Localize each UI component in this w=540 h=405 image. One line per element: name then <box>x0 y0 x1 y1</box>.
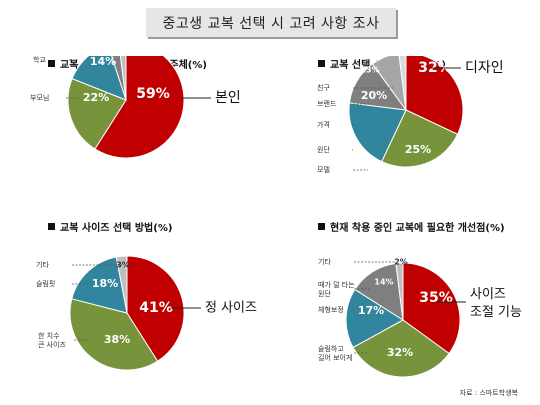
pie-slice-3-4 <box>395 262 404 321</box>
svg-text:모델: 모델 <box>317 166 330 174</box>
bullet-square-icon <box>48 223 55 230</box>
chart-panel-improvements: 현재 착용 중인 교복에 필요한 개선점(%) 35% 32% 17% 14% 2% 사이… <box>270 219 540 399</box>
pie-value-label-0-2: 14% <box>90 56 116 68</box>
pie-slice-1-1 <box>381 109 459 168</box>
pie-value-label-2-0: 41% <box>139 300 173 316</box>
pie-value-label-0-1: 22% <box>83 91 109 104</box>
svg-text:한 치수큰 사이즈: 한 치수 큰 사이즈 <box>38 331 67 349</box>
pie-value-label-3-0: 35% <box>419 290 453 306</box>
pie-slice-1-4 <box>371 56 407 111</box>
pie-value-label-2-2: 18% <box>92 277 118 290</box>
pie-value-label-2-3: 3% <box>116 261 130 270</box>
bullet-square-icon <box>48 60 55 67</box>
pie-category-label-3-1: 슬림하고 길어 보이게 <box>318 344 368 362</box>
pie-slice-2-2 <box>71 256 128 314</box>
pie-value-label-3-2: 17% <box>358 304 384 317</box>
pie-category-label-2-0: 정 사이즈 <box>205 301 257 316</box>
pie-category-label-1-5: 친구 <box>317 83 395 92</box>
pie-category-label-2-1: 한 치수 큰 사이즈 <box>38 331 87 349</box>
pie-category-label-3-4: 기타 <box>318 257 398 266</box>
pie-value-label-2-1: 38% <box>104 333 130 346</box>
pie-category-label-3-2: 체형보정 <box>318 305 354 314</box>
svg-text:기타: 기타 <box>318 257 331 266</box>
svg-text:친구: 친구 <box>317 83 330 92</box>
pie-slice-1-5 <box>398 56 407 111</box>
pie-slice-1-2 <box>348 102 407 163</box>
svg-text:기타: 기타 <box>36 260 49 269</box>
bullet-square-icon <box>318 60 325 67</box>
chart-title-text: 교복 사이즈 선택 방법(%) <box>60 223 173 234</box>
pie-value-label-3-4: 2% <box>394 258 408 267</box>
pie-category-label-1-4: 브랜드 <box>317 99 371 108</box>
chart-panel-brand-decision: 교복 구입 시 브랜드 선택 주체(%) 59%22%14%3%2%본인부모님학… <box>0 56 270 236</box>
pie-slice-2-3 <box>115 255 128 314</box>
pie-chart-brand-decision: 59%22%14%3%2%본인부모님학교친구기타 <box>30 56 241 159</box>
pie-category-label-1-2: 원단 <box>317 145 353 154</box>
page-title: 중고생 교복 선택 시 고려 사항 조사 <box>146 8 396 37</box>
pie-category-label-3-3: 때가 덜 타는 원단 <box>318 280 370 298</box>
pie-slice-0-1 <box>67 78 127 150</box>
svg-text:원단: 원단 <box>317 145 330 154</box>
pie-slice-3-1 <box>352 319 450 378</box>
pie-category-label-3-0: 사이즈 조절 기능 <box>470 287 522 320</box>
pie-value-label-3-3: 14% <box>374 278 393 287</box>
pie-category-label-1-3: 가격 <box>317 120 354 129</box>
pie-category-label-0-0: 본인 <box>215 90 241 106</box>
pie-category-label-0-2: 학교 <box>33 56 76 64</box>
pie-slice-0-0 <box>94 56 185 159</box>
chart-panel-selection-factors: 교복 선택 시 고려 사항(%) 32%25%20%13%8%2%디자인모델원단… <box>270 56 540 236</box>
svg-text:슬림핏: 슬림핏 <box>36 279 55 288</box>
svg-text:가격: 가격 <box>317 120 330 129</box>
pie-value-label-1-3: 13% <box>360 66 379 75</box>
pie-category-label-0-1: 부모님 <box>30 93 80 102</box>
pie-value-label-3-1: 32% <box>387 346 413 359</box>
chart-title: 현재 착용 중인 교복에 필요한 개선점(%) <box>318 219 505 234</box>
pie-slice-0-2 <box>71 56 127 101</box>
svg-text:부모님: 부모님 <box>30 93 49 102</box>
pie-category-label-1-1: 모델 <box>317 166 368 174</box>
pie-slice-2-1 <box>69 298 159 371</box>
pie-category-label-2-3: 기타 <box>36 260 122 269</box>
chart-title: 교복 사이즈 선택 방법(%) <box>48 219 172 234</box>
source-note: 자료 : 스마트학생복 <box>459 389 518 397</box>
pie-slice-0-3 <box>111 56 127 101</box>
pie-slice-3-0 <box>402 262 461 355</box>
svg-text:학교: 학교 <box>33 56 46 64</box>
pie-value-label-1-1: 25% <box>405 143 431 156</box>
pie-value-label-1-2: 20% <box>361 89 387 102</box>
page-title-text: 중고생 교복 선택 시 고려 사항 조사 <box>162 15 380 32</box>
pie-slice-1-0 <box>405 56 464 135</box>
pie-slice-0-4 <box>119 56 127 101</box>
chart-title-text: 현재 착용 중인 교복에 필요한 개선점(%) <box>330 223 505 234</box>
pie-slice-3-2 <box>345 288 404 349</box>
svg-text:브랜드: 브랜드 <box>317 99 337 108</box>
svg-text:체형보정: 체형보정 <box>318 305 344 314</box>
pie-value-label-0-0: 59% <box>136 86 170 102</box>
pie-category-label-2-2: 슬림핏 <box>36 279 90 288</box>
bullet-square-icon <box>318 223 325 230</box>
pie-category-label-1-0: 디자인 <box>465 60 504 76</box>
